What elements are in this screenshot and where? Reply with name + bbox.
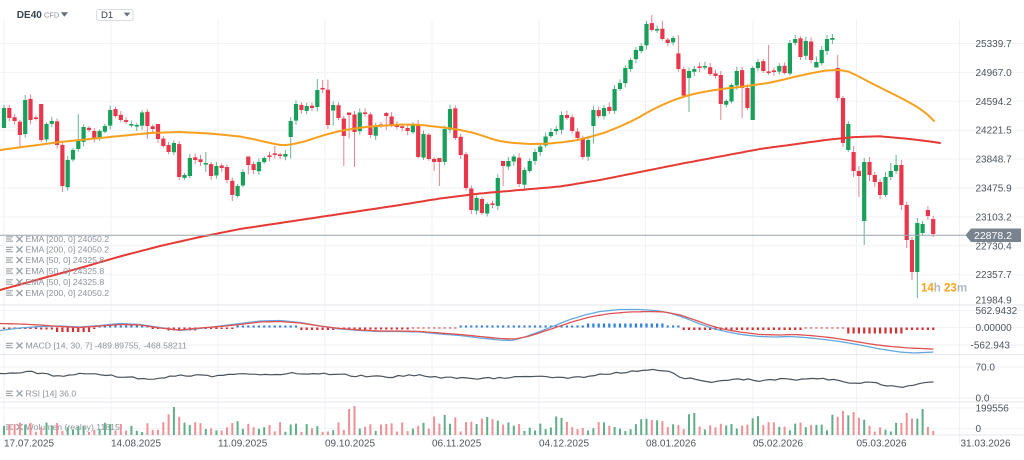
svg-text:562.9432: 562.9432 <box>976 306 1018 317</box>
svg-text:31.03.2026: 31.03.2026 <box>961 439 1011 450</box>
svg-text:23475.9: 23475.9 <box>976 184 1013 195</box>
svg-text:08.01.2026: 08.01.2026 <box>646 439 696 450</box>
svg-text:70.0: 70.0 <box>976 363 996 374</box>
svg-text:25339.7: 25339.7 <box>976 39 1013 50</box>
svg-text:0.00000: 0.00000 <box>976 323 1013 334</box>
svg-text:17.07.2025: 17.07.2025 <box>4 439 54 450</box>
svg-text:EMA [50, 0] 24325.8: EMA [50, 0] 24325.8 <box>26 266 105 276</box>
svg-text:DE40: DE40 <box>17 10 42 21</box>
svg-text:Wolumen (realny) 11815: Wolumen (realny) 11815 <box>26 422 120 432</box>
svg-text:05.03.2026: 05.03.2026 <box>857 439 907 450</box>
svg-text:0.0: 0.0 <box>976 394 990 405</box>
svg-text:EMA [50, 0] 24325.8: EMA [50, 0] 24325.8 <box>26 277 105 287</box>
svg-text:EMA [200, 0] 24050.2: EMA [200, 0] 24050.2 <box>26 234 110 244</box>
svg-text:23103.2: 23103.2 <box>976 212 1013 223</box>
svg-text:21984.9: 21984.9 <box>976 296 1013 307</box>
svg-text:04.12.2025: 04.12.2025 <box>539 439 589 450</box>
svg-text:22730.4: 22730.4 <box>976 241 1013 252</box>
svg-text:D1: D1 <box>101 10 113 21</box>
svg-text:CFD: CFD <box>44 10 59 19</box>
svg-text:22357.7: 22357.7 <box>976 270 1013 281</box>
svg-text:MACD [14, 30, 7] -489.89755,: MACD [14, 30, 7] -489.89755, -468.58211 <box>26 341 187 351</box>
svg-text:24594.2: 24594.2 <box>976 97 1013 108</box>
svg-text:23848.7: 23848.7 <box>976 155 1013 166</box>
svg-text:24967.0: 24967.0 <box>976 68 1013 79</box>
svg-text:199556: 199556 <box>976 403 1010 414</box>
svg-text:EMA [200, 0] 24050.2: EMA [200, 0] 24050.2 <box>26 245 110 255</box>
svg-text:EMA [200, 0] 24050.2: EMA [200, 0] 24050.2 <box>26 288 110 298</box>
svg-text:-562.943: -562.943 <box>971 341 1011 352</box>
svg-text:24221.5: 24221.5 <box>976 126 1013 137</box>
svg-text:RSI [14] 36.0: RSI [14] 36.0 <box>26 389 77 399</box>
svg-text:14.08.2025: 14.08.2025 <box>111 439 161 450</box>
svg-text:0: 0 <box>976 424 982 435</box>
svg-text:EMA [50, 0] 24325.8: EMA [50, 0] 24325.8 <box>26 255 105 265</box>
svg-text:22878.2: 22878.2 <box>974 230 1012 242</box>
svg-text:05.02.2026: 05.02.2026 <box>753 439 803 450</box>
svg-text:09.10.2025: 09.10.2025 <box>325 439 375 450</box>
svg-text:11.09.2025: 11.09.2025 <box>218 439 268 450</box>
svg-text:06.11.2025: 06.11.2025 <box>432 439 482 450</box>
svg-text:14h 23m: 14h 23m <box>921 283 967 295</box>
